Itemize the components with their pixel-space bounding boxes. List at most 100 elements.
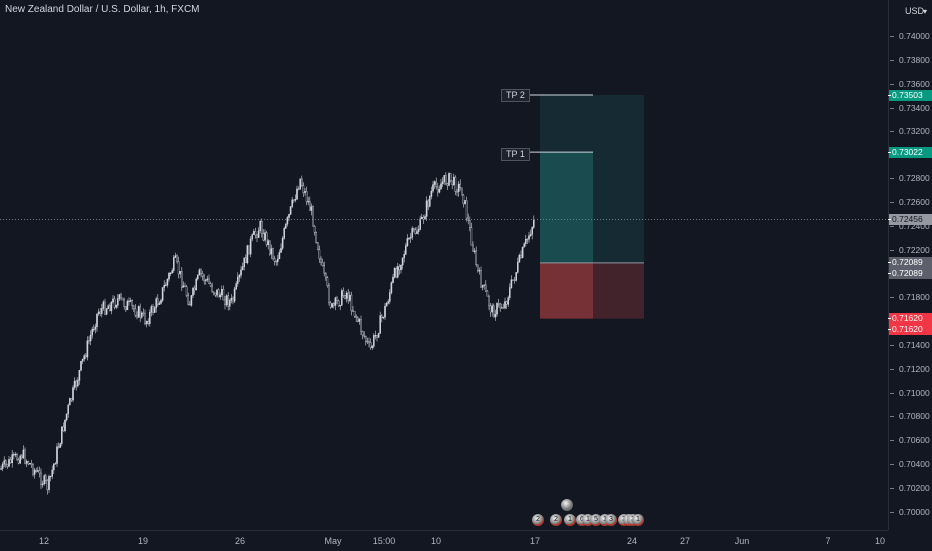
time-tick-label: Jun (734, 536, 750, 546)
candle-body (128, 300, 130, 302)
candle-body (294, 198, 297, 201)
candle-body (240, 269, 242, 276)
candle-body (350, 294, 353, 311)
time-tick-label: 15:00 (372, 536, 396, 546)
candle-body (454, 176, 457, 192)
candle-body (264, 232, 266, 241)
candle-body (323, 265, 326, 274)
candle-body (67, 404, 69, 415)
event-marker[interactable]: 2 (550, 514, 562, 526)
candle-body (132, 305, 135, 310)
candle-body (116, 298, 119, 306)
candle-body (403, 253, 406, 259)
candle-body (491, 305, 494, 313)
candle-body (377, 333, 380, 338)
candle-body (432, 184, 434, 192)
candle-body (16, 454, 18, 461)
tp2-label[interactable]: TP 2 (501, 89, 530, 102)
candle-body (443, 175, 446, 183)
time-tick-label: 27 (679, 536, 691, 546)
candle-body (438, 188, 441, 193)
candle-body (286, 217, 289, 225)
candle-body (280, 248, 282, 253)
currency-dropdown-chevron-icon[interactable]: ▾ (923, 7, 928, 16)
candle-body (501, 307, 503, 309)
event-marker[interactable]: 3 (605, 514, 617, 526)
price-chart[interactable] (0, 0, 888, 530)
candle-body (419, 218, 422, 230)
candle-body (360, 319, 362, 332)
candle-body (196, 274, 199, 280)
candle-body (212, 291, 215, 294)
currency-label[interactable]: USD (905, 6, 925, 16)
loss-zone-inner[interactable] (540, 262, 593, 319)
tp1-label[interactable]: TP 1 (501, 148, 530, 161)
candle-body (427, 200, 430, 207)
candle-body (529, 234, 532, 236)
candle-body (305, 191, 308, 202)
candle-body (161, 287, 164, 301)
event-marker[interactable] (561, 499, 573, 511)
candle-body (369, 342, 372, 348)
candle-body (488, 295, 490, 307)
candle-body (283, 228, 286, 239)
candle-body (219, 294, 222, 298)
candle-body (373, 335, 375, 347)
price-tick-label: 0.71200 (890, 364, 930, 374)
candle-body (446, 183, 449, 186)
candle-body (421, 217, 423, 219)
candle-body (233, 288, 236, 302)
time-axis[interactable] (0, 530, 888, 551)
candle-body (249, 238, 252, 255)
candle-body (297, 188, 300, 190)
candle-body (449, 173, 452, 182)
candle-body (416, 231, 418, 234)
price-axis[interactable] (888, 0, 932, 530)
candle-body (475, 250, 478, 266)
candle-body (341, 290, 343, 306)
candle-body (425, 200, 428, 217)
profit-zone-outer[interactable] (540, 95, 644, 263)
candle-body (345, 292, 348, 299)
candle-body (248, 245, 250, 255)
loss-zone-outer[interactable] (540, 262, 644, 319)
candle-body (357, 317, 359, 322)
event-marker[interactable]: 1 (564, 514, 576, 526)
candle-body (433, 181, 436, 185)
candle-body (110, 301, 113, 312)
candle-body (94, 326, 97, 330)
candle-body (6, 463, 9, 467)
profit-zone-inner[interactable] (540, 152, 593, 263)
candle-body (520, 254, 522, 258)
candle-body (148, 312, 151, 324)
candle-body (244, 257, 247, 264)
event-marker[interactable]: 2 (532, 514, 544, 526)
time-tick-label: 24 (626, 536, 638, 546)
candle-body (88, 340, 90, 342)
candle-body (502, 307, 505, 309)
candle-body (411, 228, 414, 238)
candle-body (296, 188, 298, 200)
candle-body (262, 233, 265, 241)
symbol-title[interactable]: New Zealand Dollar / U.S. Dollar, 1h, FX… (5, 4, 200, 15)
candle-body (83, 355, 85, 360)
candle-body (344, 295, 346, 299)
candle-body (504, 301, 506, 309)
candle-body (246, 245, 249, 264)
candle-body (317, 242, 319, 250)
candle-body (190, 295, 193, 306)
candle-body (331, 303, 334, 308)
candle-body (267, 240, 270, 246)
candle-body (92, 329, 95, 331)
stop-price-label-2: 0.71620 (888, 324, 932, 335)
candle-body (493, 305, 495, 318)
candle-body (272, 248, 274, 259)
candle-body (29, 463, 31, 465)
candle-body (14, 454, 17, 456)
event-marker[interactable]: 1 (632, 514, 644, 526)
candle-body (315, 231, 318, 243)
price-tick-label: 0.71400 (890, 340, 930, 350)
candle-body (166, 278, 169, 286)
candle-body (12, 454, 15, 456)
candle-body (46, 480, 49, 491)
